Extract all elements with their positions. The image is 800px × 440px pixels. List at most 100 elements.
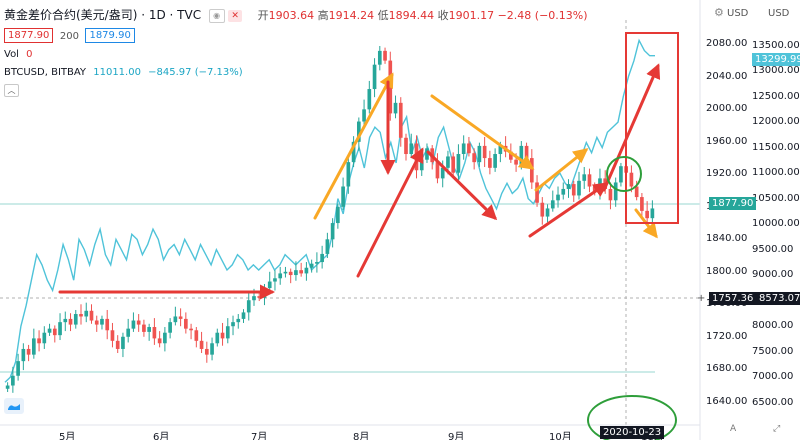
eye-icon[interactable]: ◉ <box>208 9 225 23</box>
tradingview-logo-icon <box>4 398 24 414</box>
candle <box>84 302 89 323</box>
overlay-price: 11011.00 <box>93 67 141 78</box>
gold-last-price-tag: 1877.90 <box>709 197 757 210</box>
candle-body <box>210 343 214 355</box>
bid-price[interactable]: 1877.90 <box>4 28 54 43</box>
candle-body <box>377 50 382 65</box>
candle <box>330 218 335 248</box>
candle <box>194 327 199 348</box>
arrow-red-rally-nov <box>602 63 661 192</box>
candle-body <box>367 89 372 110</box>
candle <box>425 143 429 163</box>
candle-body <box>142 324 146 332</box>
candle-body <box>16 361 20 376</box>
arrow-orange-up <box>534 148 589 192</box>
candle <box>173 306 178 326</box>
plus-icon[interactable]: + <box>697 293 706 304</box>
month-tick-label: 6月 <box>153 432 170 440</box>
gold-tick-label: 2040.00 <box>706 70 748 82</box>
volume-row: Vol 0 <box>4 48 33 62</box>
overlay-symbol[interactable]: BTCUSD, BITBAY <box>4 67 87 78</box>
candle <box>288 268 293 284</box>
arrow-red-down <box>426 150 498 221</box>
btc-last-price-tag: 13299.99 <box>752 53 800 66</box>
candle <box>461 135 466 160</box>
candle-body <box>157 338 162 344</box>
candle-body <box>608 188 613 201</box>
ask-price[interactable]: 1879.90 <box>85 28 135 43</box>
highlight-box <box>625 32 679 224</box>
volume-label: Vol <box>4 49 19 60</box>
candle-body <box>299 270 304 274</box>
high-label: 高 <box>317 9 329 22</box>
candle <box>178 308 183 327</box>
candle <box>362 99 366 129</box>
close-icon[interactable]: ✕ <box>228 10 243 22</box>
btc-tick-label: 13500.00 <box>752 39 800 51</box>
candle <box>152 318 157 345</box>
candle <box>493 148 497 172</box>
candle-body <box>320 253 324 263</box>
ohlc-values: 开1903.64 高1914.24 低1894.44 收1901.17 −2.4… <box>258 9 588 22</box>
candle <box>47 323 52 336</box>
candle-body <box>540 202 545 217</box>
candle-body <box>136 320 141 325</box>
candle-body <box>629 172 634 187</box>
candle-body <box>294 270 298 276</box>
candle <box>121 332 125 358</box>
candle <box>299 262 304 277</box>
candle <box>451 152 456 177</box>
candle-body <box>524 145 529 159</box>
collapse-chevron-icon[interactable]: ︿ <box>4 84 19 97</box>
candle-body <box>404 137 408 155</box>
close-label: 收 <box>437 9 449 22</box>
candle-body <box>640 197 644 211</box>
candle <box>404 133 408 161</box>
candle-body <box>204 348 209 355</box>
candle <box>320 245 324 269</box>
candle-body <box>267 281 272 289</box>
open-value: 1903.64 <box>268 9 315 22</box>
candle-body <box>451 156 456 173</box>
candle-body <box>650 208 655 219</box>
candle-body <box>493 154 497 168</box>
candle-body <box>383 50 387 61</box>
candle-body <box>37 338 41 344</box>
candle <box>157 331 162 348</box>
candle-body <box>482 145 487 159</box>
candle-body <box>26 348 31 355</box>
candle-body <box>84 310 89 317</box>
candle-body <box>52 328 57 336</box>
candle <box>136 314 141 332</box>
btc-tick-label: 10500.00 <box>752 192 800 204</box>
candle <box>556 186 560 208</box>
candle <box>273 270 277 291</box>
settings-gear-icon[interactable]: ⚙ <box>714 6 724 19</box>
candle-body <box>199 340 204 349</box>
symbol-title[interactable]: 黄金差价合约(美元/盎司) · 1D · TVC <box>4 8 202 22</box>
candle-body <box>472 153 476 163</box>
arrow-orange-rally <box>313 72 394 220</box>
overlay-change: −845.97 (−7.13%) <box>148 67 243 78</box>
fullscreen-icon[interactable]: ⤢ <box>773 424 781 434</box>
candle-body <box>409 143 414 155</box>
candle-body <box>42 332 47 344</box>
candle <box>645 201 649 224</box>
candle-body <box>252 296 256 301</box>
candle-body <box>514 159 518 165</box>
candle-body <box>236 318 241 323</box>
candle <box>204 341 209 363</box>
candle <box>582 167 587 189</box>
candle-body <box>645 210 649 219</box>
candle-body <box>283 271 288 274</box>
auto-scale-button[interactable]: A <box>730 424 737 434</box>
candle <box>304 262 309 281</box>
candle <box>236 314 241 329</box>
candle <box>619 162 623 187</box>
open-label: 开 <box>257 9 269 22</box>
candle <box>467 136 471 157</box>
legend-main: 黄金差价合约(美元/盎司) · 1D · TVC ◉ ✕ 开1903.64 高1… <box>4 8 588 23</box>
candle <box>377 45 382 71</box>
candle <box>189 323 193 340</box>
